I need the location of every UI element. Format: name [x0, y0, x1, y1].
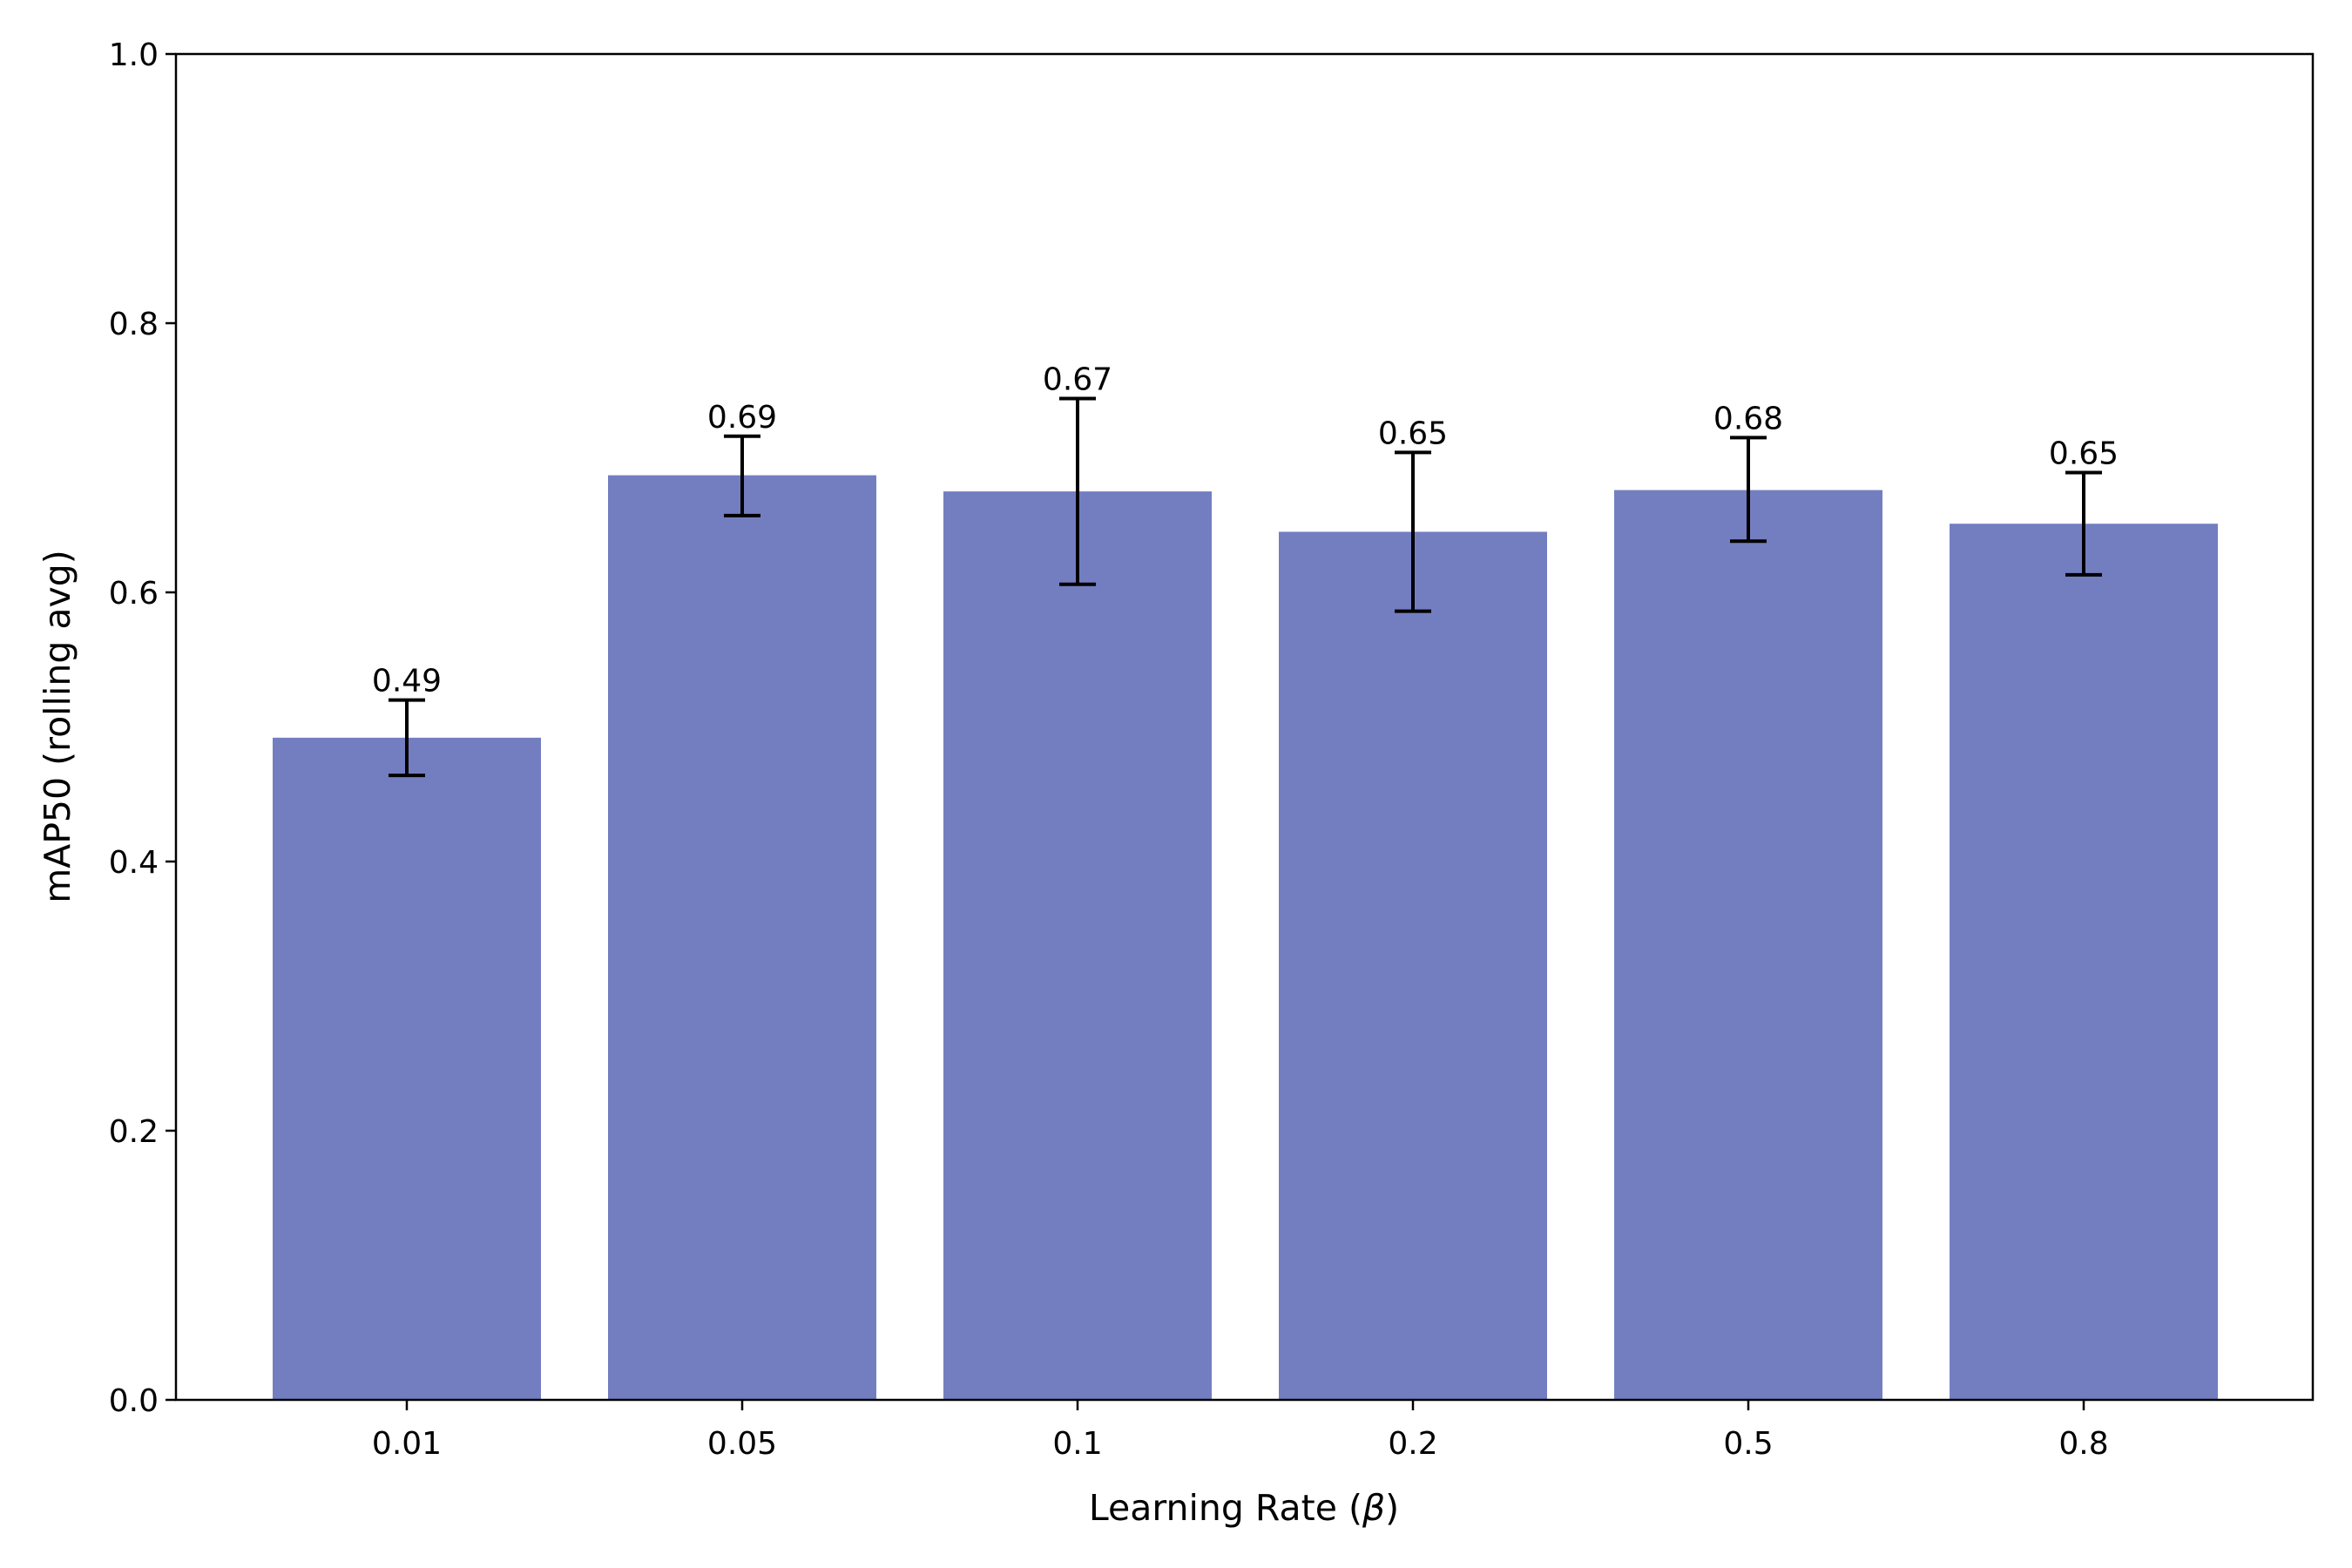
- bar-0.8: [1950, 524, 2218, 1400]
- bar-0.05: [608, 475, 876, 1401]
- bar-0.2: [1279, 531, 1547, 1400]
- y-tick-label: 0.0: [109, 1383, 159, 1419]
- x-axis-ticks: 0.01 0.05 0.1 0.2 0.5 0.8: [372, 1400, 2109, 1462]
- y-tick-label: 0.8: [109, 307, 159, 342]
- x-tick-label: 0.5: [1723, 1426, 1773, 1462]
- x-tick-label: 0.1: [1052, 1426, 1102, 1462]
- y-tick-label: 1.0: [109, 37, 159, 73]
- x-tick-label: 0.05: [707, 1426, 777, 1462]
- y-tick-label: 0.6: [109, 576, 159, 612]
- value-label: 0.67: [1043, 362, 1112, 398]
- value-label: 0.65: [1378, 416, 1448, 451]
- bar-0.01: [273, 737, 541, 1400]
- value-label: 0.69: [707, 400, 777, 436]
- x-tick-label: 0.8: [2058, 1426, 2108, 1462]
- x-axis-label: Learning Rate (β): [1089, 1487, 1399, 1529]
- value-label: 0.68: [1713, 401, 1783, 436]
- error-bars-group: [389, 396, 2102, 778]
- x-tick-label: 0.01: [372, 1426, 442, 1462]
- bars-group: [273, 475, 2218, 1401]
- value-label: 0.65: [2049, 436, 2119, 471]
- y-axis-label: mAP50 (rolling avg): [37, 550, 78, 903]
- y-tick-label: 0.2: [109, 1114, 159, 1150]
- x-tick-label: 0.2: [1388, 1426, 1437, 1462]
- bar-0.1: [943, 491, 1212, 1400]
- y-axis-ticks: 0.0 0.2 0.4 0.6 0.8 1.0: [109, 37, 176, 1419]
- y-tick-label: 0.4: [109, 845, 159, 881]
- plot-frame: [174, 52, 2315, 1402]
- value-label: 0.49: [372, 664, 442, 700]
- bar-0.5: [1614, 490, 1882, 1400]
- value-labels-group: 0.49 0.69 0.67 0.65 0.68 0.65: [372, 362, 2119, 700]
